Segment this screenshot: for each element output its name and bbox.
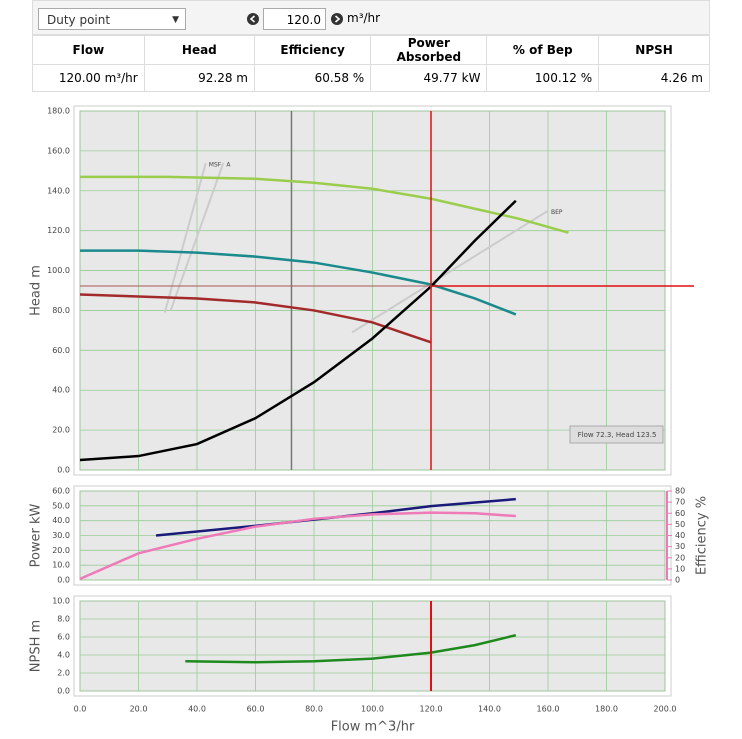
y-tick-label: 180.0 <box>47 107 70 116</box>
value-cell: 60.58 % <box>253 64 372 92</box>
increase-button[interactable] <box>331 13 343 25</box>
x-tick-label: 60.0 <box>247 705 265 714</box>
y-tick-label: 40.0 <box>52 516 70 525</box>
series-line <box>79 293 432 344</box>
series-line <box>79 511 516 581</box>
y-tick-label: 20.0 <box>52 546 70 555</box>
y-tick-label: 20.0 <box>52 426 70 435</box>
y2-tick-label: 80 <box>675 487 685 496</box>
value-cell: 92.28 m <box>143 64 255 92</box>
flow-unit: m³/hr <box>347 11 381 25</box>
y2-tick-label: 20 <box>675 553 685 562</box>
x-tick-label: 140.0 <box>478 705 501 714</box>
y2-tick-label: 10 <box>675 564 685 573</box>
y-tick-label: 10.0 <box>52 561 70 570</box>
header-cell: NPSH <box>598 35 710 65</box>
header-cell: Head <box>143 35 255 65</box>
y-axis-title: NPSH m <box>29 620 44 672</box>
y-tick-label: 2.0 <box>57 669 70 678</box>
flow-input[interactable]: 120.0 <box>263 8 326 30</box>
y-tick-label: 50.0 <box>52 501 70 510</box>
value-cell: 49.77 kW <box>370 64 488 92</box>
series-line <box>185 633 517 664</box>
header-cell: Power Absorbed <box>370 35 488 65</box>
x-tick-label: 80.0 <box>305 705 323 714</box>
x-tick-label: 20.0 <box>130 705 148 714</box>
guide-label: MSF <box>209 161 222 168</box>
guide-line <box>351 209 549 334</box>
x-tick-label: 0.0 <box>74 705 87 714</box>
value-cell: 100.12 % <box>486 64 600 92</box>
guide-label: BEP <box>551 209 563 216</box>
tooltip-box <box>569 425 664 444</box>
x-tick-label: 160.0 <box>537 705 560 714</box>
guide-label: A <box>226 161 231 168</box>
header-cell: Efficiency <box>253 35 372 65</box>
y-tick-label: 0.0 <box>57 576 70 585</box>
series-line <box>80 175 569 234</box>
y2-tick-label: 70 <box>675 498 685 507</box>
header-row: Flow Head Efficiency Power Absorbed% of Bep… <box>32 35 710 65</box>
y-tick-label: 100.0 <box>47 266 70 275</box>
y-tick-label: 6.0 <box>57 633 70 642</box>
toolbar: Duty point 120.0 m³/hr <box>32 0 710 35</box>
header-cell: % of Bep <box>486 35 600 65</box>
y-tick-label: 40.0 <box>52 386 70 395</box>
y-tick-label: 0.0 <box>57 466 70 475</box>
x-tick-label: 40.0 <box>188 705 206 714</box>
y-tick-label: 60.0 <box>52 346 70 355</box>
x-tick-label: 180.0 <box>595 705 618 714</box>
y2-tick-label: 30 <box>675 542 685 551</box>
y2-axis-title: Efficiency % <box>695 496 710 575</box>
guide-line <box>163 162 207 313</box>
tooltip: Flow 72.3, Head 123.5 <box>578 431 657 439</box>
series-line <box>80 249 517 316</box>
x-tick-label: 100.0 <box>361 705 384 714</box>
y-tick-label: 0.0 <box>57 687 70 696</box>
y-tick-label: 10.0 <box>52 597 70 606</box>
x-tick-label: 200.0 <box>654 705 677 714</box>
y2-tick-label: 40 <box>675 531 685 540</box>
y-tick-label: 160.0 <box>47 146 70 155</box>
y-tick-label: 4.0 <box>57 651 70 660</box>
y-tick-label: 30.0 <box>52 531 70 540</box>
results-table: Flow Head Efficiency Power Absorbed% of Bep… <box>32 35 710 92</box>
y-tick-label: 120.0 <box>47 226 70 235</box>
x-tick-label: 120.0 <box>420 705 443 714</box>
value-row: 120.00 m³/hr 92.28 m 60.58 % 49.77 kW 100.12… <box>32 64 710 92</box>
y-axis-title: Power kW <box>29 503 44 567</box>
y-tick-label: 8.0 <box>57 615 70 624</box>
charts: 0.020.040.060.080.0100.0120.0140.0160.01… <box>29 105 710 735</box>
y2-tick-label: 0 <box>675 576 680 585</box>
y-tick-label: 80.0 <box>52 306 70 315</box>
y-axis-title: Head m <box>29 265 44 316</box>
y2-tick-label: 60 <box>675 509 685 518</box>
x-axis-title: Flow m^3/hr <box>331 720 415 735</box>
value-cell: 4.26 m <box>598 64 710 92</box>
duty-select[interactable]: Duty point <box>38 8 186 31</box>
y-tick-label: 140.0 <box>47 186 70 195</box>
header-cell: Flow <box>32 35 145 65</box>
value-cell: 120.00 m³/hr <box>32 64 145 92</box>
decrease-button[interactable] <box>247 13 259 25</box>
y-tick-label: 60.0 <box>52 487 70 496</box>
series-line <box>79 199 517 462</box>
y2-tick-label: 50 <box>675 520 685 529</box>
